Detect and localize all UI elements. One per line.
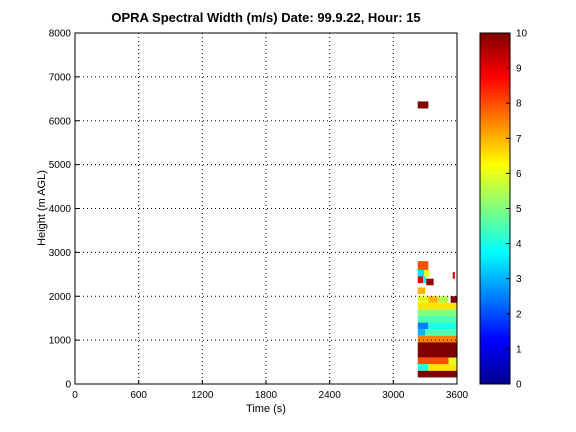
colorbar (479, 32, 511, 385)
heatmap-cell (417, 335, 457, 343)
heatmap-cell (417, 261, 429, 270)
heatmap-cell (423, 276, 427, 284)
heatmap-cell (417, 296, 429, 303)
heatmap-cell (428, 364, 457, 371)
heatmap-cell (428, 322, 457, 330)
x-tick-label: 1200 (191, 390, 214, 401)
grid-lines (75, 33, 457, 384)
colorbar-tick-label: 1 (516, 344, 522, 355)
colorbar-tick-label: 0 (516, 380, 522, 391)
x-tick-label: 0 (72, 390, 78, 401)
y-tick-label: 8000 (49, 29, 72, 40)
x-tick-label: 1800 (255, 390, 278, 401)
heatmap-cell (448, 357, 457, 365)
x-axis-ticks: 0 600 1200 1800 2400 3000 3600 (72, 380, 469, 401)
y-tick-label: 2000 (49, 292, 72, 303)
colorbar-tick-label: 2 (516, 309, 522, 320)
heatmap-cell (417, 315, 457, 323)
heatmap-cell (437, 296, 449, 303)
x-tick-label: 600 (130, 390, 147, 401)
y-tick-label: 5000 (49, 160, 72, 171)
x-tick-label: 3600 (446, 390, 469, 401)
colorbar-tick-label: 6 (516, 169, 522, 180)
y-tick-label: 3000 (49, 248, 72, 259)
heatmap-cell (417, 302, 457, 310)
heatmap-cell (417, 287, 426, 295)
y-axis-ticks: 0 1000 2000 3000 4000 5000 6000 7000 8000 (49, 29, 79, 391)
heatmap-cell (417, 269, 425, 277)
y-tick-label: 4000 (49, 204, 72, 215)
colorbar-ticks: 0 1 2 3 4 5 6 7 8 9 10 (506, 29, 528, 391)
heatmap-cell (428, 296, 438, 303)
heatmap-cell (417, 101, 429, 109)
colorbar-tick-label: 4 (516, 239, 522, 250)
heatmap-cell (417, 322, 429, 330)
x-tick-label: 2400 (319, 390, 342, 401)
colorbar-tick-label: 7 (516, 134, 522, 145)
y-tick-label: 6000 (49, 116, 72, 127)
plot-frame (74, 32, 458, 385)
colorbar-tick-label: 3 (516, 274, 522, 285)
x-tick-label: 3000 (382, 390, 405, 401)
heatmap-cell (417, 370, 457, 378)
heatmap-cell (426, 278, 434, 286)
colorbar-tick-label: 9 (516, 64, 522, 75)
y-tick-label: 1000 (49, 336, 72, 347)
heatmap-cell (417, 276, 424, 284)
heatmap-cell (417, 309, 457, 316)
heatmap-cell (450, 296, 457, 303)
heatmap-cell (417, 357, 449, 365)
y-axis-label: Height (m AGL) (36, 170, 48, 246)
heatmap-cell (417, 364, 429, 371)
chart-title: OPRA Spectral Width (m/s) Date: 99.9.22,… (111, 10, 420, 25)
colorbar-tick-label: 5 (516, 204, 522, 215)
colorbar-tick-label: 10 (516, 29, 528, 40)
heatmap-cell (425, 329, 457, 336)
heatmap-cell (417, 329, 426, 336)
y-tick-label: 7000 (49, 72, 72, 83)
heatmap-cell (452, 272, 455, 279)
x-axis-label: Time (s) (246, 403, 286, 415)
heatmap-cell (417, 342, 457, 358)
heatmap-cell (424, 269, 430, 277)
y-tick-label: 0 (65, 380, 71, 391)
heatmap-cells (417, 101, 457, 378)
colorbar-tick-label: 8 (516, 99, 522, 110)
